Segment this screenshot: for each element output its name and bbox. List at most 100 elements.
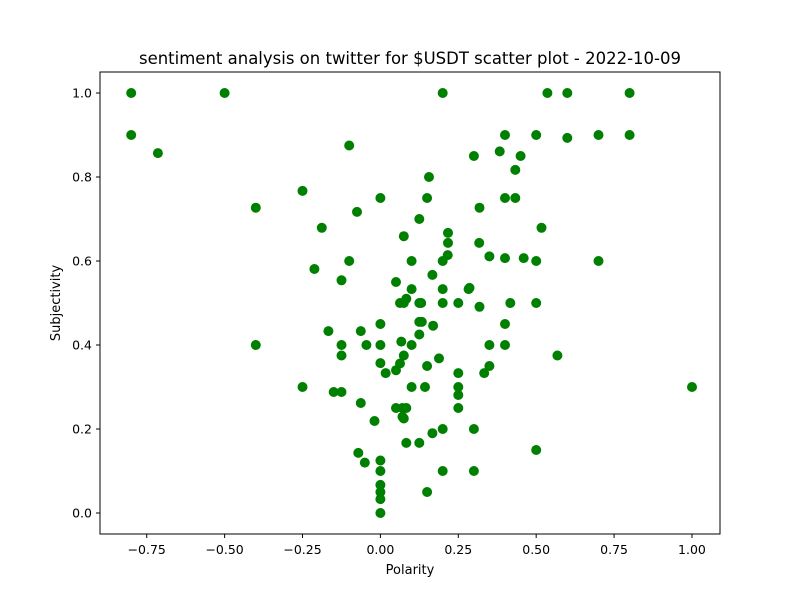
data-point (406, 382, 417, 392)
x-tick-label: −0.50 (205, 542, 243, 557)
data-point (593, 130, 604, 140)
data-point (375, 494, 386, 505)
data-point (328, 387, 339, 397)
data-point (375, 319, 386, 329)
data-point (422, 193, 433, 203)
x-tick-label: −0.75 (128, 542, 166, 557)
data-point (437, 424, 448, 434)
data-point (428, 320, 439, 331)
chart-title: sentiment analysis on twitter for $USDT … (139, 49, 681, 68)
data-point (250, 202, 261, 213)
data-point (344, 256, 355, 266)
data-point (422, 487, 433, 497)
data-point (427, 428, 438, 439)
data-point (500, 130, 510, 140)
data-point (464, 282, 475, 293)
data-point (531, 445, 542, 455)
data-point (391, 277, 401, 287)
data-point (375, 455, 386, 466)
data-point (510, 193, 521, 203)
data-point (484, 251, 495, 262)
data-point (422, 361, 433, 371)
data-point (353, 447, 364, 458)
data-point (484, 361, 495, 371)
data-point (398, 413, 409, 424)
data-point (416, 298, 427, 308)
data-point (359, 457, 370, 468)
data-point (437, 284, 448, 295)
data-point (391, 365, 401, 376)
data-point (515, 151, 526, 161)
x-tick-label: 0.25 (444, 542, 472, 557)
data-point (406, 256, 417, 266)
data-point (396, 336, 407, 347)
data-point (427, 269, 438, 280)
data-point (624, 130, 635, 140)
data-point (434, 353, 444, 364)
data-point (562, 88, 573, 98)
y-tick-label: 1.0 (72, 86, 92, 101)
data-point (361, 340, 372, 350)
data-point (474, 202, 485, 213)
data-point (375, 340, 386, 350)
data-point (406, 284, 417, 295)
data-point (355, 398, 366, 408)
data-point (375, 479, 386, 490)
data-point (500, 193, 510, 203)
data-point (406, 340, 417, 350)
data-point (126, 130, 137, 140)
data-point (505, 298, 516, 308)
data-point (474, 237, 485, 248)
data-point (416, 316, 427, 327)
data-point (453, 368, 464, 379)
data-point (401, 403, 412, 413)
data-point (297, 382, 308, 392)
data-point (510, 164, 521, 175)
data-point (536, 222, 547, 233)
data-point (401, 437, 412, 448)
y-tick-label: 0.6 (72, 254, 92, 269)
x-tick-label: 0.75 (600, 542, 628, 557)
data-point (468, 151, 479, 161)
data-point (443, 237, 453, 248)
data-point (531, 256, 542, 266)
data-point (500, 253, 510, 264)
y-tick-label: 0.2 (72, 422, 92, 437)
data-point (484, 340, 495, 350)
data-point (336, 340, 347, 350)
data-point (453, 382, 464, 392)
data-point (437, 298, 448, 308)
data-point (443, 227, 453, 238)
data-point (375, 466, 386, 476)
data-point (453, 298, 464, 308)
data-point (375, 487, 386, 497)
data-point (375, 358, 386, 369)
x-tick-label: 0.50 (522, 542, 550, 557)
data-point (375, 193, 386, 203)
y-axis-label: Subjectivity (49, 265, 64, 342)
plot-frame (99, 71, 721, 535)
y-axis-ticks: 0.0 0.2 0.4 0.6 0.8 1.0 (72, 86, 100, 521)
data-point (424, 172, 434, 182)
data-point (126, 88, 137, 98)
data-point (453, 403, 464, 413)
data-point (297, 185, 308, 196)
data-point (414, 329, 425, 340)
data-point (375, 508, 386, 518)
data-point (593, 256, 604, 266)
data-point (552, 350, 563, 361)
data-point (323, 326, 334, 337)
data-point (468, 466, 479, 476)
data-point (316, 222, 327, 233)
data-point (474, 301, 485, 312)
data-point (369, 416, 380, 426)
data-point (494, 146, 505, 157)
data-point (442, 250, 453, 261)
data-point (531, 298, 542, 308)
data-point (344, 140, 355, 151)
data-point (500, 340, 510, 350)
data-point (336, 350, 347, 361)
data-point (500, 319, 510, 329)
